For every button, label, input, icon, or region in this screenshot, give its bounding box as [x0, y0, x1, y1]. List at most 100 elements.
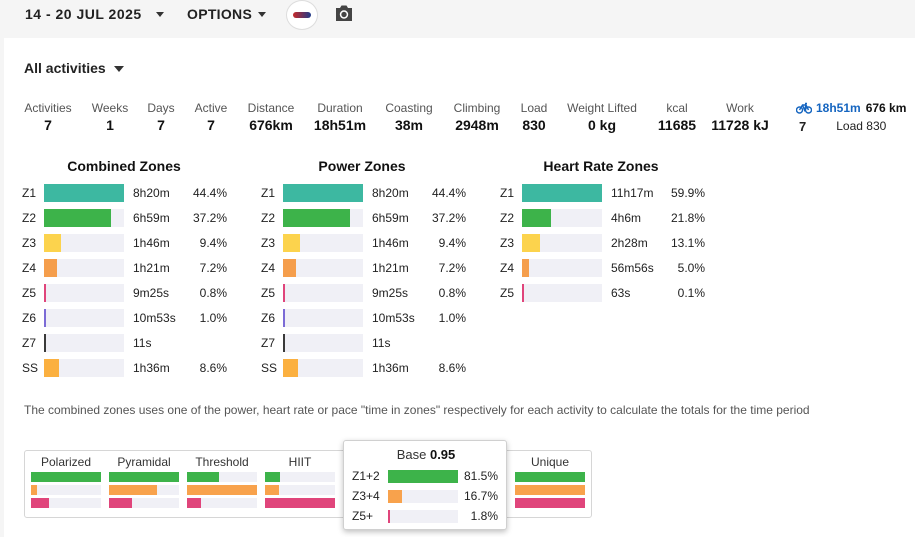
distribution-threshold[interactable]: Threshold — [187, 455, 257, 508]
zone-percent: 44.4% — [193, 186, 228, 200]
options-button[interactable]: OPTIONS — [187, 6, 267, 22]
stat-value: 11728 kJ — [711, 117, 769, 133]
stat-label: kcal — [666, 101, 688, 115]
zone-percent: 7.2% — [438, 261, 466, 275]
zone-percent: 9.4% — [438, 236, 466, 250]
combined-zone-row: Z3 1h46m 9.4% — [22, 234, 227, 252]
bike-load: Load 830 — [836, 119, 887, 133]
bike-distance: 676 km — [865, 101, 907, 115]
distribution-bar-fill — [31, 472, 101, 482]
distribution-tooltip: Base 0.95 Z1+2 81.5% Z3+4 16.7% Z5+ 1.8% — [343, 440, 507, 530]
tooltip-bar-track — [388, 469, 458, 483]
zone-bar-track — [44, 234, 124, 252]
combined-zones-title: Combined Zones — [67, 158, 181, 174]
zone-bar-track — [283, 234, 363, 252]
distribution-unique[interactable]: Unique — [515, 455, 585, 508]
stat-value: 7 — [157, 117, 165, 133]
activity-filter-label: All activities — [24, 60, 106, 76]
zone-bar-track — [44, 334, 124, 352]
zone-name: Z2 — [261, 211, 276, 225]
zone-bar-track — [522, 209, 602, 227]
zone-bar-fill — [522, 184, 602, 202]
zone-time: 8h20m — [372, 186, 409, 200]
chevron-down-icon — [258, 11, 267, 17]
tooltip-percent: 1.8% — [470, 509, 498, 523]
stat-value: 7 — [44, 117, 52, 133]
zone-time: 11s — [372, 336, 391, 350]
bike-duration: 18h51m — [816, 101, 861, 115]
zone-bar-track — [44, 284, 124, 302]
distribution-bar-track — [265, 485, 335, 495]
zone-time: 10m53s — [372, 311, 415, 325]
distribution-label: Polarized — [40, 455, 92, 469]
stat-label: Duration — [317, 101, 363, 115]
tooltip-percent: 81.5% — [463, 469, 498, 483]
tooltip-zone: Z1+2 — [352, 469, 380, 483]
zone-bar-track — [44, 259, 124, 277]
zone-percent: 1.0% — [438, 311, 466, 325]
zone-name: Z3 — [261, 236, 276, 250]
distribution-bar-track — [31, 485, 101, 495]
distribution-bar-track — [109, 498, 179, 508]
distribution-bar-fill — [265, 498, 335, 508]
tooltip-zone: Z3+4 — [352, 489, 380, 503]
activity-filter-dropdown[interactable]: All activities — [24, 60, 124, 76]
zone-name: Z6 — [22, 311, 37, 325]
stat-weeks: Weeks 1 — [92, 101, 128, 133]
bike-icon — [796, 102, 812, 114]
zone-name: Z6 — [261, 311, 276, 325]
zone-time: 63s — [611, 286, 631, 300]
distribution-polarized[interactable]: Polarized — [31, 455, 101, 508]
stat-value: 7 — [207, 117, 215, 133]
camera-icon[interactable] — [334, 4, 354, 22]
stat-days: Days 7 — [147, 101, 174, 133]
zone-name: Z4 — [261, 261, 276, 275]
stat-activities: Activities 7 — [24, 101, 71, 133]
distribution-bar-fill — [31, 485, 37, 495]
zone-bar-fill — [522, 209, 551, 227]
tooltip-zone: Z5+ — [352, 509, 374, 523]
zone-bar-fill — [44, 359, 59, 377]
stat-label: Active — [194, 101, 228, 115]
date-range-button[interactable]: 14 - 20 JUL 2025 — [25, 6, 164, 22]
zone-bar-track — [283, 359, 363, 377]
distribution-hiit[interactable]: HIIT — [265, 455, 335, 508]
zone-time: 1h36m — [372, 361, 409, 375]
stat-label: Days — [147, 101, 175, 115]
zone-bar-fill — [44, 184, 124, 202]
stat-duration: Duration 18h51m — [314, 101, 366, 133]
zone-name: Z5 — [500, 286, 515, 300]
combined-zone-row: SS 1h36m 8.6% — [22, 359, 227, 377]
zone-name: SS — [261, 361, 278, 375]
zone-time: 11s — [133, 336, 152, 350]
zone-percent: 0.1% — [677, 286, 705, 300]
zone-name: Z4 — [22, 261, 37, 275]
tooltip-bar-fill — [388, 469, 458, 483]
heart-rate-zone-row: Z5 63s 0.1% — [500, 284, 705, 302]
combined-zone-row: Z7 11s — [22, 334, 227, 352]
stat-label: Coasting — [385, 101, 433, 115]
zone-time: 1h21m — [372, 261, 409, 275]
zone-time: 1h36m — [133, 361, 170, 375]
tooltip-row: Z1+2 81.5% — [352, 469, 498, 483]
heart-rate-zones-title: Heart Rate Zones — [543, 158, 659, 174]
distribution-bar-track — [31, 498, 101, 508]
team-logo[interactable] — [286, 0, 318, 30]
zone-name: Z1 — [500, 186, 515, 200]
distribution-bar-fill — [187, 485, 257, 495]
power-zones-title: Power Zones — [318, 158, 406, 174]
zone-bar-fill — [522, 284, 524, 302]
bike-count: 7 — [799, 119, 807, 134]
zone-bar-fill — [283, 234, 300, 252]
zone-percent: 37.2% — [432, 211, 467, 225]
zone-percent: 1.0% — [199, 311, 227, 325]
stat-distance: Distance 676km — [248, 101, 295, 133]
zone-name: Z3 — [500, 236, 515, 250]
zone-bar-track — [44, 184, 124, 202]
distribution-pyramidal[interactable]: Pyramidal — [109, 455, 179, 508]
stat-weight-lifted: Weight Lifted 0 kg — [567, 101, 637, 133]
distribution-bar-fill — [187, 472, 219, 482]
zone-percent: 37.2% — [193, 211, 228, 225]
date-range-label: 14 - 20 JUL 2025 — [25, 6, 142, 22]
combined-zone-row: Z2 6h59m 37.2% — [22, 209, 227, 227]
